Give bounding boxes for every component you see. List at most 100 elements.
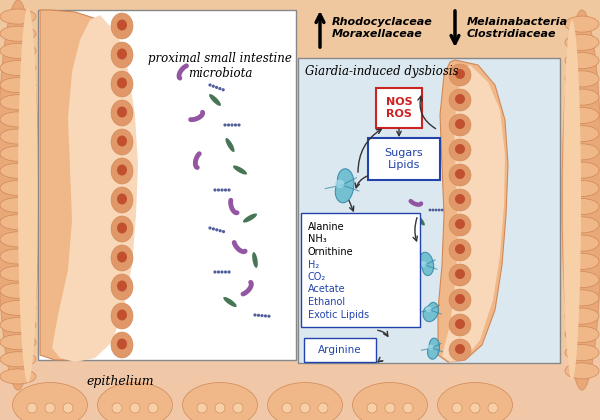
Ellipse shape xyxy=(449,214,471,236)
Ellipse shape xyxy=(565,344,599,361)
Ellipse shape xyxy=(455,194,465,204)
Ellipse shape xyxy=(117,223,127,234)
Ellipse shape xyxy=(215,228,218,231)
Ellipse shape xyxy=(449,89,471,111)
Ellipse shape xyxy=(449,64,471,86)
Ellipse shape xyxy=(565,217,599,233)
Text: Rhodocyclaceae
Moraxellaceae: Rhodocyclaceae Moraxellaceae xyxy=(332,17,433,39)
Polygon shape xyxy=(423,302,439,322)
Ellipse shape xyxy=(148,403,158,413)
Ellipse shape xyxy=(13,383,88,420)
Ellipse shape xyxy=(335,180,344,188)
Ellipse shape xyxy=(565,126,599,142)
Ellipse shape xyxy=(18,8,38,383)
Ellipse shape xyxy=(212,84,215,88)
Ellipse shape xyxy=(238,123,241,126)
Ellipse shape xyxy=(233,403,243,413)
Ellipse shape xyxy=(243,213,257,223)
Text: Sugars
Lipids: Sugars Lipids xyxy=(385,148,424,170)
Ellipse shape xyxy=(111,42,133,68)
Ellipse shape xyxy=(455,244,465,254)
Ellipse shape xyxy=(403,403,413,413)
Ellipse shape xyxy=(0,129,36,144)
Ellipse shape xyxy=(97,383,173,420)
Ellipse shape xyxy=(425,307,431,312)
Ellipse shape xyxy=(0,60,36,76)
Ellipse shape xyxy=(0,300,36,315)
Ellipse shape xyxy=(565,235,599,251)
Ellipse shape xyxy=(111,274,133,300)
Ellipse shape xyxy=(565,16,599,32)
Ellipse shape xyxy=(117,310,127,320)
Ellipse shape xyxy=(0,163,36,178)
Ellipse shape xyxy=(455,319,465,329)
Ellipse shape xyxy=(111,129,133,155)
Ellipse shape xyxy=(63,403,73,413)
Ellipse shape xyxy=(437,383,512,420)
Text: H₂: H₂ xyxy=(308,260,319,270)
Ellipse shape xyxy=(111,303,133,329)
Ellipse shape xyxy=(117,48,127,60)
Ellipse shape xyxy=(565,272,599,288)
Text: Giardia-induced dysbiosis: Giardia-induced dysbiosis xyxy=(305,65,458,78)
Ellipse shape xyxy=(449,114,471,136)
Ellipse shape xyxy=(565,363,599,379)
Text: Exotic Lipids: Exotic Lipids xyxy=(308,310,369,320)
Ellipse shape xyxy=(565,162,599,178)
Ellipse shape xyxy=(488,403,498,413)
Ellipse shape xyxy=(282,403,292,413)
Ellipse shape xyxy=(440,209,443,211)
Ellipse shape xyxy=(224,189,227,192)
Ellipse shape xyxy=(415,215,425,226)
Ellipse shape xyxy=(227,189,230,192)
Ellipse shape xyxy=(300,403,310,413)
Ellipse shape xyxy=(208,226,212,230)
Ellipse shape xyxy=(217,189,220,192)
FancyBboxPatch shape xyxy=(301,213,420,327)
Ellipse shape xyxy=(0,283,36,298)
Ellipse shape xyxy=(111,158,133,184)
Ellipse shape xyxy=(353,383,427,420)
Text: Acetate: Acetate xyxy=(308,284,346,294)
Ellipse shape xyxy=(223,297,237,307)
Ellipse shape xyxy=(209,94,221,106)
Ellipse shape xyxy=(220,189,224,192)
Ellipse shape xyxy=(431,209,434,211)
Ellipse shape xyxy=(455,219,465,229)
Ellipse shape xyxy=(565,144,599,160)
Ellipse shape xyxy=(437,209,440,211)
Ellipse shape xyxy=(268,315,271,318)
Ellipse shape xyxy=(0,215,36,230)
Ellipse shape xyxy=(455,344,465,354)
Ellipse shape xyxy=(222,230,225,233)
Ellipse shape xyxy=(449,139,471,161)
Polygon shape xyxy=(438,60,508,362)
Ellipse shape xyxy=(565,34,599,50)
Text: proximal small intestine
microbiota: proximal small intestine microbiota xyxy=(148,52,292,80)
Ellipse shape xyxy=(449,239,471,261)
Ellipse shape xyxy=(455,119,465,129)
Ellipse shape xyxy=(111,100,133,126)
Ellipse shape xyxy=(227,270,230,273)
Ellipse shape xyxy=(130,403,140,413)
Ellipse shape xyxy=(234,123,237,126)
Ellipse shape xyxy=(260,314,263,317)
Text: Alanine: Alanine xyxy=(308,222,344,232)
Ellipse shape xyxy=(233,165,247,175)
Ellipse shape xyxy=(0,94,36,110)
Text: CO₂: CO₂ xyxy=(308,272,326,282)
Ellipse shape xyxy=(215,86,218,89)
Ellipse shape xyxy=(117,252,127,262)
Ellipse shape xyxy=(565,253,599,269)
FancyBboxPatch shape xyxy=(304,338,376,362)
Text: Ethanol: Ethanol xyxy=(308,297,345,307)
Ellipse shape xyxy=(428,209,431,211)
Ellipse shape xyxy=(449,339,471,361)
Ellipse shape xyxy=(227,123,230,126)
Ellipse shape xyxy=(0,266,36,281)
Ellipse shape xyxy=(217,270,220,273)
Ellipse shape xyxy=(0,352,36,367)
Ellipse shape xyxy=(562,10,600,390)
Ellipse shape xyxy=(230,123,233,126)
Ellipse shape xyxy=(111,245,133,271)
